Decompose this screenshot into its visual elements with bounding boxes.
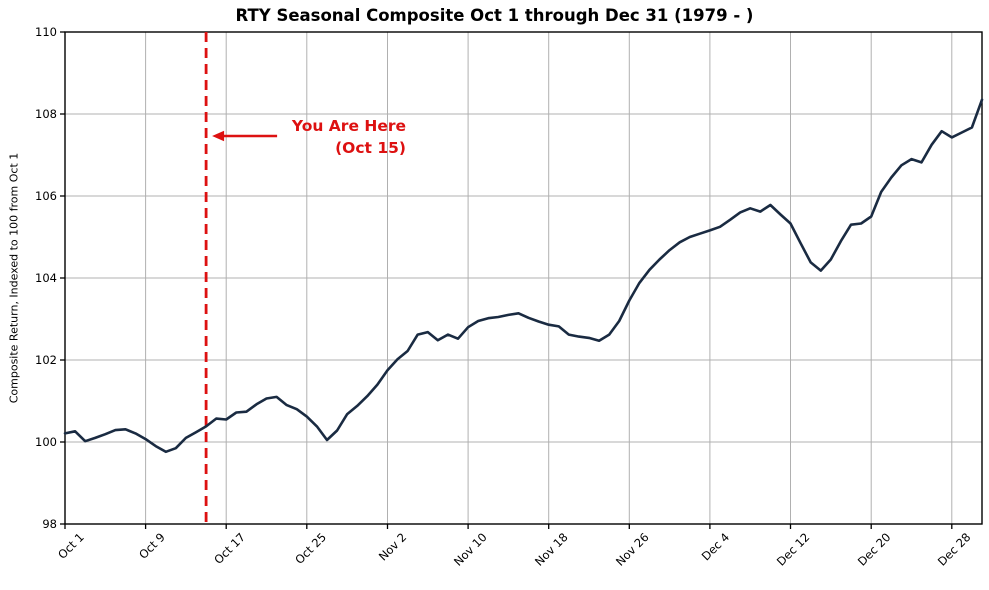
y-axis-label: Composite Return, Indexed to 100 from Oc…: [7, 152, 21, 404]
y-tick-label: 98: [42, 517, 57, 531]
annotation-line2: (Oct 15): [335, 139, 406, 157]
y-tick-label: 110: [35, 25, 57, 39]
annotation-line1: You Are Here: [291, 117, 406, 135]
y-tick-label: 100: [35, 435, 57, 449]
chart-title: RTY Seasonal Composite Oct 1 through Dec…: [235, 6, 754, 25]
axes-spines: [64, 31, 983, 525]
y-tick-label: 108: [35, 107, 57, 121]
y-tick-label: 102: [35, 353, 57, 367]
annotation-arrow-head: [212, 130, 225, 142]
y-tick-label: 106: [35, 189, 57, 203]
y-tick-label: 104: [35, 271, 57, 285]
you-are-here-annotation: You Are Here (Oct 15): [292, 115, 406, 159]
composite-return-line: [63, 98, 984, 454]
